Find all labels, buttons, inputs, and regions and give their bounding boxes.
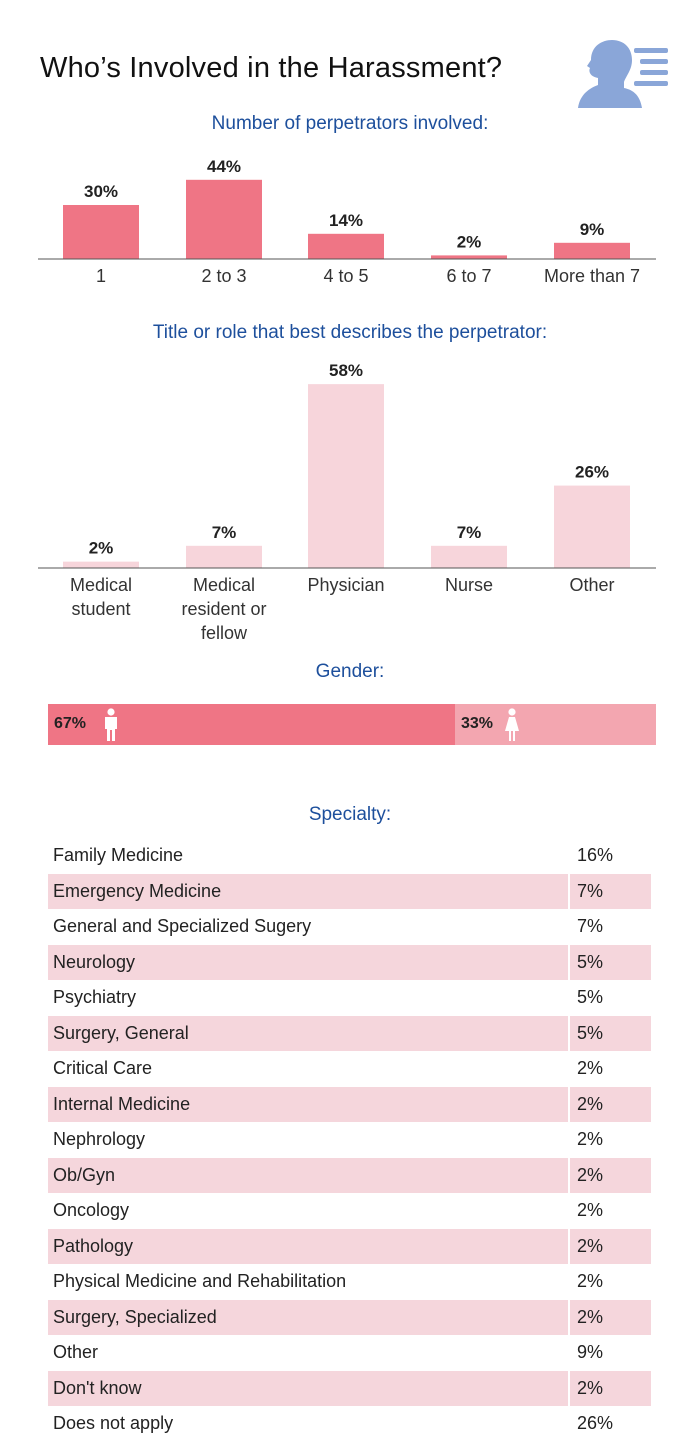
category-label: Medical [193, 575, 255, 595]
perpetrator-role-title: Title or role that best describes the pe… [152, 322, 548, 343]
category-label: resident or [181, 599, 266, 619]
table-row: Critical Care 2% [48, 1051, 651, 1087]
table-row: Surgery, Specialized 2% [48, 1299, 651, 1335]
specialty-name: Emergency Medicine [48, 873, 570, 909]
specialty-percent: 5% [577, 987, 604, 1008]
specialty-percent: 2% [577, 1058, 604, 1079]
perpetrator-count-chart: 30% 1 44% 2 to 3 14% 4 to 5 2% 6 to 7 9% More tha… [38, 157, 656, 286]
category-label: 6 to 7 [446, 266, 491, 286]
bar-5 [554, 485, 630, 568]
bar-value-label: 2% [89, 539, 114, 558]
table-row: Internal Medicine 2% [48, 1086, 651, 1122]
bar-2 [186, 545, 262, 568]
bar-value-label: 9% [580, 220, 605, 239]
bar-2 [186, 179, 262, 259]
category-label: More than 7 [544, 266, 640, 286]
bar-1 [63, 205, 139, 259]
specialty-percent: 16% [577, 845, 614, 866]
table-row: Other 9% [48, 1335, 651, 1371]
table-row: Family Medicine 16% [48, 838, 651, 874]
table-row: Don't know 2% [48, 1370, 651, 1406]
gender-bar: 67% 33% [48, 704, 656, 745]
specialty-percent: 2% [577, 1093, 604, 1114]
specialty-percent: 2% [577, 1129, 604, 1150]
category-label: student [71, 599, 130, 619]
table-row: Emergency Medicine 7% [48, 873, 651, 909]
page-title: Who’s Involved in the Harassment? [40, 52, 503, 84]
gender-bar-female [455, 704, 656, 745]
bar-value-label: 26% [575, 463, 609, 482]
category-label: 1 [96, 266, 106, 286]
table-row: Nephrology 2% [48, 1122, 651, 1158]
specialty-name: Family Medicine [48, 838, 570, 874]
specialty-name: Does not apply [48, 1406, 570, 1442]
specialty-percent: 9% [577, 1342, 604, 1363]
specialty-name: Critical Care [48, 1051, 570, 1087]
specialty-percent: 7% [577, 880, 604, 901]
head-profile-text-icon [578, 40, 668, 108]
category-label: fellow [201, 623, 248, 643]
bar-3 [308, 384, 384, 568]
gender-female-label: 33% [461, 715, 494, 732]
specialty-name: Oncology [48, 1193, 570, 1229]
table-row: General and Specialized Sugery 7% [48, 909, 651, 945]
perpetrator-role-chart: 2% Medical student 7% Medical resident or fell… [38, 361, 656, 643]
specialty-percent: 2% [577, 1271, 604, 1292]
bar-1 [63, 561, 139, 568]
bar-4 [431, 255, 507, 259]
specialty-name: Internal Medicine [48, 1086, 570, 1122]
bar-value-label: 14% [329, 211, 363, 230]
male-figure-icon [105, 708, 117, 741]
table-row: Does not apply 26% [48, 1406, 651, 1442]
specialty-percent: 2% [577, 1306, 604, 1327]
specialty-name: Surgery, Specialized [48, 1299, 570, 1335]
table-row: Surgery, General 5% [48, 1015, 651, 1051]
table-row: Neurology 5% [48, 944, 651, 980]
bar-value-label: 2% [457, 232, 482, 251]
specialty-name: Don't know [48, 1370, 570, 1406]
gender-male-label: 67% [54, 715, 87, 732]
specialty-percent: 2% [577, 1377, 604, 1398]
specialty-percent: 7% [577, 916, 604, 937]
specialty-name: Psychiatry [48, 980, 570, 1016]
specialty-name: Pathology [48, 1228, 570, 1264]
specialty-percent: 26% [577, 1413, 614, 1434]
category-label: 4 to 5 [323, 266, 368, 286]
specialty-name: Other [48, 1335, 570, 1371]
gender-title: Gender: [315, 661, 385, 682]
category-label: 2 to 3 [201, 266, 246, 286]
table-row: Pathology 2% [48, 1228, 651, 1264]
specialty-percent: 5% [577, 951, 604, 972]
table-row: Physical Medicine and Rehabilitation 2% [48, 1264, 651, 1300]
specialty-percent: 2% [577, 1235, 604, 1256]
specialty-name: Nephrology [48, 1122, 570, 1158]
category-label: Physician [307, 575, 384, 595]
specialty-name: Neurology [48, 944, 570, 980]
category-label: Medical [70, 575, 132, 595]
bar-value-label: 7% [457, 523, 482, 542]
specialty-title: Specialty: [308, 804, 392, 825]
category-label: Other [569, 575, 614, 595]
specialty-name: Surgery, General [48, 1015, 570, 1051]
specialty-percent: 2% [577, 1200, 604, 1221]
female-figure-icon [505, 708, 519, 741]
specialty-name: Ob/Gyn [48, 1157, 570, 1193]
table-row: Oncology 2% [48, 1193, 651, 1229]
table-row: Psychiatry 5% [48, 980, 651, 1016]
table-row: Ob/Gyn 2% [48, 1157, 651, 1193]
bar-value-label: 44% [207, 157, 241, 176]
bar-3 [308, 233, 384, 259]
bar-value-label: 30% [84, 182, 118, 201]
perpetrator-count-title: Number of perpetrators involved: [211, 113, 489, 134]
bar-value-label: 7% [212, 523, 237, 542]
specialty-name: General and Specialized Sugery [48, 909, 570, 945]
bar-value-label: 58% [329, 361, 363, 380]
specialty-percent: 5% [577, 1022, 604, 1043]
bar-5 [554, 242, 630, 259]
specialty-table: Family Medicine 16% Emergency Medicine 7% Ge… [48, 838, 651, 1442]
specialty-percent: 2% [577, 1164, 604, 1185]
bar-4 [431, 545, 507, 568]
category-label: Nurse [445, 575, 493, 595]
specialty-name: Physical Medicine and Rehabilitation [48, 1264, 570, 1300]
